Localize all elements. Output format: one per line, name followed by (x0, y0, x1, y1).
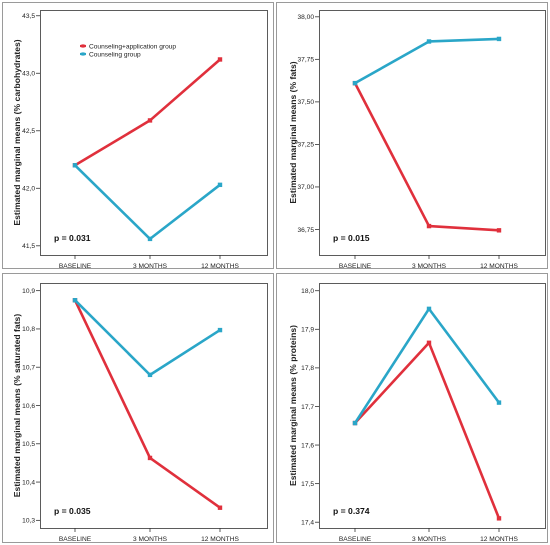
y-tick-label: 37,25 (297, 142, 314, 149)
data-point-marker (72, 163, 78, 168)
x-tick-label: 12 MONTHS (201, 536, 239, 543)
chart-panel-4: 17,4 17,5 17,6 17,7 17,8 17,9 18,0 BASELINE 3 MO… (276, 273, 548, 543)
y-tick-label: 17,7 (301, 404, 314, 411)
data-point-marker (496, 516, 502, 521)
chart-panel-2: 36,75 37,00 37,25 37,50 37,75 38,00 BASELINE 3 … (276, 2, 548, 270)
x-tick-label: 12 MONTHS (480, 536, 518, 543)
data-point-marker (426, 306, 432, 312)
data-point-marker (352, 420, 358, 426)
x-tick-label: 12 MONTHS (480, 263, 518, 270)
data-point-marker (217, 57, 223, 62)
y-tick-label: 10,3 (22, 518, 35, 525)
y-tick-label: 38,00 (297, 14, 314, 21)
x-tick-label: 3 MONTHS (133, 263, 168, 270)
panel-frame (276, 2, 548, 269)
legend-entry: Counseling group (89, 51, 141, 58)
chart-panel-1: 41,5 42,0 42,5 43,0 43,5 BASELINE 3 MONTHS 12 M… (2, 2, 274, 270)
y-tick-label: 37,00 (297, 184, 314, 191)
y-tick-label: 37,50 (297, 99, 314, 106)
data-point-marker (147, 236, 153, 242)
panel-frame (2, 273, 274, 543)
data-point-marker (496, 228, 502, 233)
chart-panel-3: 10,3 10,4 10,5 10,6 10,7 10,8 10,9 BASELINE 3 MO… (2, 273, 274, 543)
y-axis-label: Estimated marginal means (% proteins) (288, 325, 298, 486)
y-axis-label: Estimated marginal means (% saturated fa… (12, 314, 22, 498)
data-point-marker (147, 455, 153, 461)
y-tick-label: 42,0 (22, 186, 35, 193)
data-point-marker (426, 223, 432, 229)
p-value-annotation: p = 0.035 (54, 506, 91, 516)
data-point-marker (217, 182, 223, 188)
data-point-marker (147, 118, 153, 123)
y-tick-label: 10,7 (22, 365, 35, 372)
x-tick-label: BASELINE (59, 263, 92, 270)
plot-area-border (40, 10, 268, 256)
y-tick-label: 10,6 (22, 403, 35, 410)
plot-area-border (319, 10, 546, 256)
y-tick-label: 43,0 (22, 71, 35, 78)
y-axis-label: Estimated marginal means (% fats) (288, 61, 298, 203)
plot-area-border (319, 283, 546, 529)
y-axis-label: Estimated marginal means (% carbohydrate… (12, 39, 22, 225)
legend-marker (81, 44, 85, 48)
p-value-annotation: p = 0.374 (333, 506, 370, 516)
y-tick-label: 10,4 (22, 479, 35, 486)
y-tick-label: 17,8 (301, 365, 314, 372)
x-tick-label: BASELINE (339, 536, 372, 543)
y-tick-label: 41,5 (22, 243, 35, 250)
x-tick-label: 12 MONTHS (201, 263, 239, 270)
y-tick-label: 42,5 (22, 128, 35, 135)
panel-frame (2, 2, 274, 269)
y-tick-label: 18,0 (301, 288, 314, 295)
data-point-marker (147, 372, 153, 378)
data-point-marker (72, 298, 78, 303)
y-tick-label: 17,9 (301, 327, 314, 334)
legend-entry: Counseling+application group (89, 43, 176, 50)
data-point-marker (426, 39, 432, 44)
x-tick-label: 3 MONTHS (412, 536, 447, 543)
y-tick-label: 10,5 (22, 441, 35, 448)
x-tick-label: 3 MONTHS (133, 536, 168, 543)
data-point-marker (217, 327, 223, 333)
x-tick-label: BASELINE (59, 536, 92, 543)
data-point-marker (217, 505, 223, 510)
data-point-marker (496, 400, 502, 405)
legend-marker (81, 52, 85, 56)
data-point-marker (426, 340, 432, 346)
y-tick-label: 10,9 (22, 288, 35, 295)
y-tick-label: 17,6 (301, 442, 314, 449)
x-tick-label: 3 MONTHS (412, 263, 447, 270)
p-value-annotation: p = 0.015 (333, 233, 370, 243)
y-tick-label: 43,5 (22, 13, 35, 20)
data-point-marker (352, 80, 358, 86)
x-tick-label: BASELINE (339, 263, 372, 270)
p-value-annotation: p = 0.031 (54, 233, 91, 243)
y-tick-label: 17,4 (301, 520, 314, 527)
panel-frame (276, 273, 548, 543)
y-tick-label: 37,75 (297, 57, 314, 64)
plot-area-border (40, 283, 268, 529)
y-tick-label: 10,8 (22, 326, 35, 333)
data-point-marker (496, 36, 502, 42)
y-tick-label: 36,75 (297, 227, 314, 234)
y-tick-label: 17,5 (301, 481, 314, 488)
